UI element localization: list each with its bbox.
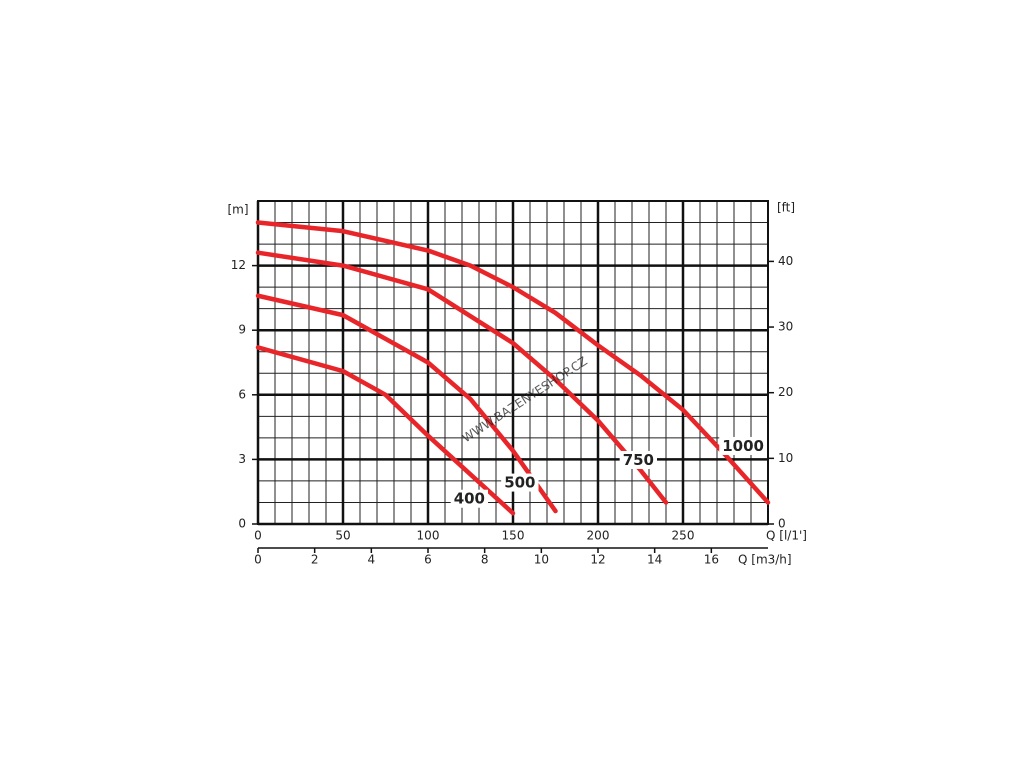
x2-tick-label: 12	[590, 553, 605, 567]
label-bg	[719, 436, 767, 455]
y2-axis-label: [ft]	[777, 201, 795, 215]
series-label: 1000	[722, 437, 764, 455]
y-tick-label: 6	[238, 387, 246, 401]
label-bg	[619, 450, 657, 469]
x2-tick-label: 0	[254, 553, 262, 567]
x-tick-label: 200	[587, 529, 610, 543]
x2-tick-label: 14	[647, 553, 662, 567]
y-tick-label: 12	[231, 258, 246, 272]
curve	[255, 293, 558, 514]
x-tick-label: 100	[417, 529, 440, 543]
y2-tick-label: 30	[778, 320, 793, 334]
x2-axis-label: Q [m3/h]	[738, 553, 792, 567]
y2-tick-label: 40	[778, 254, 793, 268]
label-bg	[450, 489, 488, 508]
x-tick-label: 250	[672, 529, 695, 543]
curve	[255, 345, 516, 516]
curve	[255, 220, 771, 505]
y2-tick-label: 0	[778, 517, 786, 531]
y-tick-label: 3	[238, 452, 246, 466]
x2-tick-label: 6	[424, 553, 432, 567]
x-tick-label: 0	[254, 529, 262, 543]
x2-tick-label: 8	[481, 553, 489, 567]
series-label: 500	[504, 474, 535, 492]
x2-tick-label: 16	[704, 553, 719, 567]
x-tick-label: 50	[335, 529, 350, 543]
y-tick-label: 0	[238, 517, 246, 531]
y2-tick-label: 10	[778, 451, 793, 465]
plot-frame	[257, 200, 769, 525]
label-bg	[501, 473, 539, 492]
x2-tick-label: 2	[311, 553, 319, 567]
series-label: 400	[454, 490, 485, 508]
x2-tick-label: 4	[368, 553, 376, 567]
y-axis-label: [m]	[227, 203, 248, 217]
y2-tick-label: 20	[778, 385, 793, 399]
x-axis-label: Q [l/1']	[766, 529, 807, 543]
x2-tick-label: 10	[534, 553, 549, 567]
y-tick-label: 9	[238, 323, 246, 337]
x-tick-label: 150	[502, 529, 525, 543]
series-label: 750	[623, 451, 654, 469]
